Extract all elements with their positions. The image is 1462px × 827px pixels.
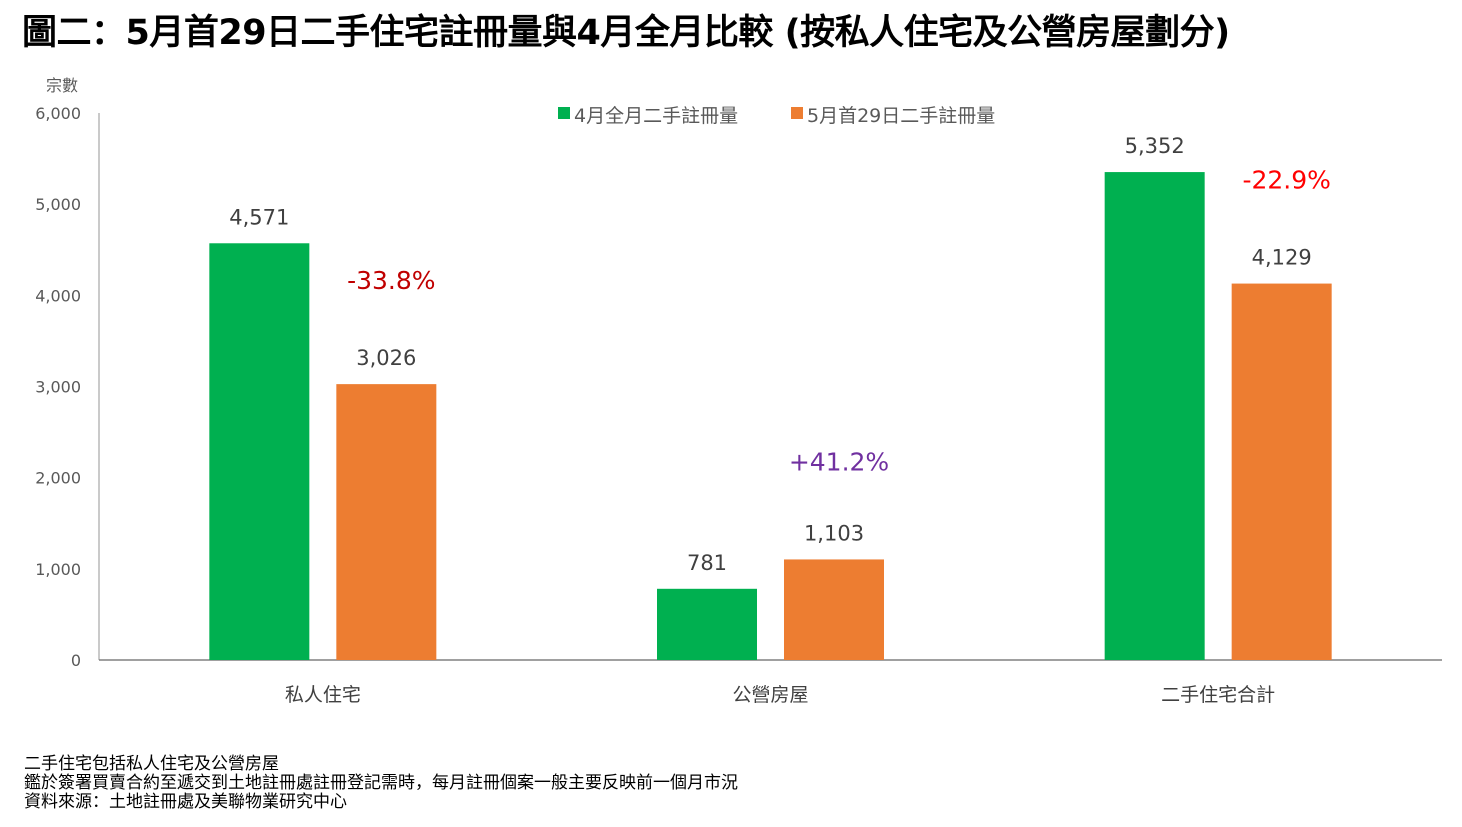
y-tick-label: 6,000 [35,104,81,123]
y-tick-label: 1,000 [35,560,81,579]
y-tick-label: 0 [71,651,81,670]
bar [784,559,884,660]
y-tick-label: 2,000 [35,469,81,488]
bar [657,588,757,660]
data-label: 4,571 [229,205,289,229]
y-tick-label: 4,000 [35,286,81,305]
data-label: 781 [687,551,727,575]
data-label: 3,026 [356,346,416,370]
data-label: 1,103 [804,521,864,545]
data-label: 4,129 [1252,246,1312,270]
legend-swatch [558,107,570,119]
bar-chart: 宗數 0 1,000 2,000 3,000 4,000 5,000 6,000 4月全月二… [35,76,1442,706]
bar [209,243,310,660]
footnote: 二手住宅包括私人住宅及公營房屋 [24,754,279,774]
y-tick-label: 5,000 [35,195,81,214]
x-category-label: 私人住宅 [285,684,361,706]
data-label: 5,352 [1125,134,1185,158]
x-category-label: 二手住宅合計 [1161,684,1275,706]
bar [1104,172,1205,661]
y-axis-label: 宗數 [46,76,78,95]
x-category-label: 公營房屋 [732,684,808,706]
page-title: 圖二：5月首29日二手住宅註冊量與4月全月比較 (按私人住宅及公營房屋劃分) [22,13,1230,53]
y-tick-label: 3,000 [35,378,81,397]
change-label: -22.9% [1242,166,1330,195]
footnotes: 二手住宅包括私人住宅及公營房屋 鑑於簽署買賣合約至遞交到土地註冊處註冊登記需時，… [24,755,738,812]
legend-swatch [791,107,803,119]
bar [1231,283,1332,660]
footnote: 鑑於簽署買賣合約至遞交到土地註冊處註冊登記需時，每月註冊個案一般主要反映前一個月… [24,773,738,793]
footnote: 資料來源：土地註冊處及美聯物業研究中心 [24,792,347,812]
change-label: -33.8% [347,266,435,295]
legend: 4月全月二手註冊量 5月首29日二手註冊量 [558,105,995,127]
legend-label: 4月全月二手註冊量 [574,105,738,127]
change-label: +41.2% [789,447,889,476]
legend-label: 5月首29日二手註冊量 [807,105,995,127]
bar [336,384,437,660]
